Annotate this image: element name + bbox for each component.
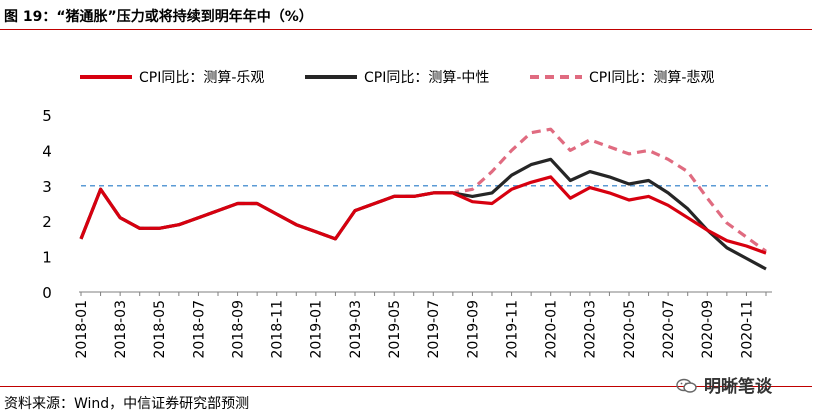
cpi-line-chart: CPI同比：测算-乐观 CPI同比：测算-中性 CPI同比：测算-悲观 0 1 2 3 4 5… <box>42 69 772 359</box>
x-tick-label-15: 2020-07 <box>661 300 677 359</box>
y-tick-label-0: 0 <box>42 284 52 302</box>
x-tick-label-4: 2018-09 <box>230 300 246 359</box>
x-tick-label-10: 2019-09 <box>465 300 481 359</box>
y-tick-label-2: 2 <box>42 213 52 231</box>
figure-title: 图 19：“猪通胀”压力或将持续到明年年中（%） <box>4 9 313 25</box>
wechat-icon <box>676 378 698 394</box>
x-tick-label-8: 2019-05 <box>387 300 403 359</box>
x-tick-label-7: 2019-03 <box>348 300 364 359</box>
y-tick-label-3: 3 <box>42 178 52 196</box>
chart-legend: CPI同比：测算-乐观 CPI同比：测算-中性 CPI同比：测算-悲观 <box>80 69 714 86</box>
x-tick-label-9: 2019-07 <box>426 300 442 359</box>
y-tick-label-5: 5 <box>42 107 52 125</box>
x-tick-label-14: 2020-05 <box>622 300 638 359</box>
series-group <box>79 127 767 271</box>
x-tick-label-6: 2019-01 <box>309 300 325 359</box>
legend-label-neutral: CPI同比：测算-中性 <box>364 70 489 86</box>
y-axis: 0 1 2 3 4 5 <box>42 107 52 302</box>
legend-label-optimistic: CPI同比：测算-乐观 <box>139 70 264 86</box>
x-tick-label-1: 2018-03 <box>113 300 129 359</box>
x-tick-label-13: 2020-03 <box>583 300 599 359</box>
series-line-neutral <box>79 157 767 271</box>
footer-divider <box>0 386 812 387</box>
x-tick-label-5: 2018-11 <box>270 300 286 359</box>
y-tick-label-4: 4 <box>42 142 52 160</box>
watermark-text: 明晰笔谈 <box>704 377 772 397</box>
legend-label-pessimistic: CPI同比：测算-悲观 <box>589 69 714 86</box>
x-tick-label-11: 2019-11 <box>504 300 520 359</box>
series-line-optimistic <box>79 175 767 255</box>
title-divider <box>0 29 812 30</box>
x-tick-label-3: 2018-07 <box>191 300 207 359</box>
source-note: 资料来源：Wind，中信证券研究部预测 <box>4 396 250 412</box>
y-tick-label-1: 1 <box>42 249 52 267</box>
x-tick-label-0: 2018-01 <box>74 300 90 359</box>
x-tick-label-16: 2020-09 <box>700 300 716 359</box>
x-tick-label-12: 2020-01 <box>544 300 560 359</box>
x-tick-label-17: 2020-11 <box>739 300 755 359</box>
x-tick-label-2: 2018-05 <box>152 300 168 359</box>
x-axis: 2018-01 2018-03 2018-05 2018-07 2018-09 2018-… <box>74 291 772 359</box>
watermark: 明晰笔谈 <box>676 372 772 397</box>
